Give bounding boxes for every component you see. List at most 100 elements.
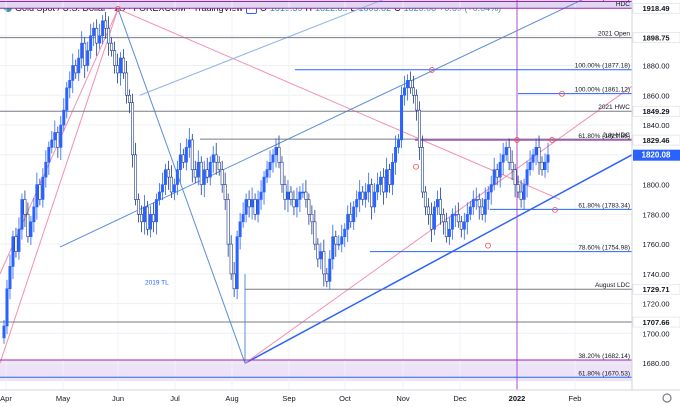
candle	[11, 236, 15, 267]
candle	[301, 191, 305, 194]
gear-icon[interactable]	[662, 393, 672, 403]
candle	[379, 176, 383, 185]
level-label: 78.60% (1754.98)	[578, 245, 630, 252]
candle	[385, 169, 389, 193]
x-tick-label: Dec	[453, 394, 467, 403]
x-tick-label: Aug	[225, 394, 238, 403]
candle	[14, 236, 18, 252]
candle	[498, 161, 502, 178]
candle	[68, 80, 72, 89]
pivot-marker	[552, 206, 558, 213]
pivot-marker	[115, 6, 121, 12]
candle	[489, 184, 493, 193]
candle	[310, 214, 314, 223]
candle	[238, 221, 242, 237]
trendline	[117, 8, 561, 200]
price-tag	[632, 2, 680, 14]
candle	[92, 27, 96, 37]
x-tick-label: Sep	[282, 394, 295, 403]
candle	[187, 139, 191, 148]
candle	[86, 50, 90, 66]
candle	[274, 147, 278, 156]
level-label: 61.80% (1670.53)	[578, 370, 630, 377]
x-tick-label: May	[56, 394, 70, 403]
candle	[277, 147, 281, 163]
candle	[468, 206, 472, 215]
candle	[65, 87, 69, 111]
candle	[355, 199, 359, 208]
price-tag	[632, 32, 680, 43]
candle	[199, 161, 203, 185]
candle	[8, 266, 12, 290]
price-tag-label: 1898.75	[642, 34, 669, 43]
candle	[80, 42, 84, 59]
candle	[406, 80, 410, 89]
candle	[486, 191, 490, 200]
y-tick-label: 1720.00	[642, 300, 669, 309]
candle	[5, 288, 9, 327]
candle	[128, 94, 132, 104]
candle	[400, 94, 404, 141]
candle	[414, 94, 418, 111]
price-tag	[632, 316, 680, 328]
candle	[244, 199, 248, 215]
candles	[2, 11, 550, 344]
candle	[47, 147, 51, 163]
candle	[543, 161, 547, 170]
y-tick-label: 1780.00	[642, 210, 669, 219]
channel-lower	[244, 154, 633, 364]
price-tag-label: 1849.29	[642, 107, 669, 116]
trendline	[0, 8, 119, 364]
pivot-marker	[559, 90, 565, 97]
candle	[56, 132, 60, 148]
candle	[83, 42, 87, 66]
x-tick-label: Oct	[339, 394, 352, 403]
candle	[471, 199, 475, 208]
candle	[382, 176, 386, 193]
candle	[175, 169, 179, 185]
level-label: 61.80% (1922.99)	[578, 0, 630, 2]
candle	[119, 57, 123, 74]
candle	[361, 191, 365, 200]
candle	[265, 169, 269, 178]
candle	[196, 161, 200, 178]
x-tick-label: Jun	[112, 394, 124, 403]
candle	[193, 169, 197, 178]
candle	[337, 243, 341, 246]
pivot-marker	[549, 137, 555, 143]
x-axis-bg	[0, 390, 680, 407]
x-tick-label: Apr	[0, 394, 12, 403]
candle	[477, 199, 481, 208]
trend-channels	[0, 0, 633, 364]
candle	[41, 176, 45, 200]
candle	[280, 161, 284, 185]
candle	[44, 161, 48, 178]
candle	[122, 57, 126, 74]
candle	[397, 139, 401, 148]
price-tag-label: 1707.66	[642, 318, 669, 327]
y-tick-label: 1700.00	[642, 329, 669, 338]
x-tick-label: Feb	[569, 394, 582, 403]
candle	[483, 199, 487, 215]
candle	[262, 176, 266, 193]
y-tick-label: 1880.00	[642, 61, 669, 70]
pivot-marker	[413, 163, 419, 170]
candle	[376, 184, 380, 193]
candle	[358, 191, 362, 200]
y-axis: 1680.00 1700.00 1720.00 1740.00 1760.00 1780.…	[631, 0, 680, 390]
candle	[35, 184, 39, 208]
level-label: 100.00% (1877.18)	[575, 63, 630, 70]
price-tag	[632, 283, 680, 295]
candle	[540, 161, 544, 170]
level-lines: 61.80% (1922.99)HDC 2021 Open 100.00% (187…	[0, 0, 632, 378]
candle	[205, 169, 209, 178]
candle	[20, 199, 24, 230]
candle	[426, 206, 430, 215]
candle	[438, 199, 442, 215]
candle	[388, 169, 392, 185]
price-tag-label: 1729.71	[642, 285, 669, 294]
candle	[125, 72, 129, 96]
candle	[444, 221, 448, 237]
